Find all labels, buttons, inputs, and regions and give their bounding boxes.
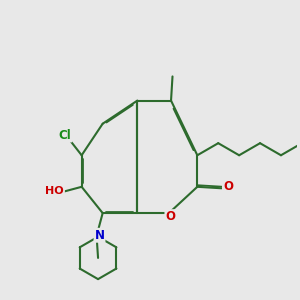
Text: HO: HO bbox=[45, 186, 64, 196]
Text: O: O bbox=[223, 180, 233, 193]
Text: Cl: Cl bbox=[59, 128, 71, 142]
Text: O: O bbox=[165, 210, 176, 223]
Text: N: N bbox=[94, 229, 104, 242]
